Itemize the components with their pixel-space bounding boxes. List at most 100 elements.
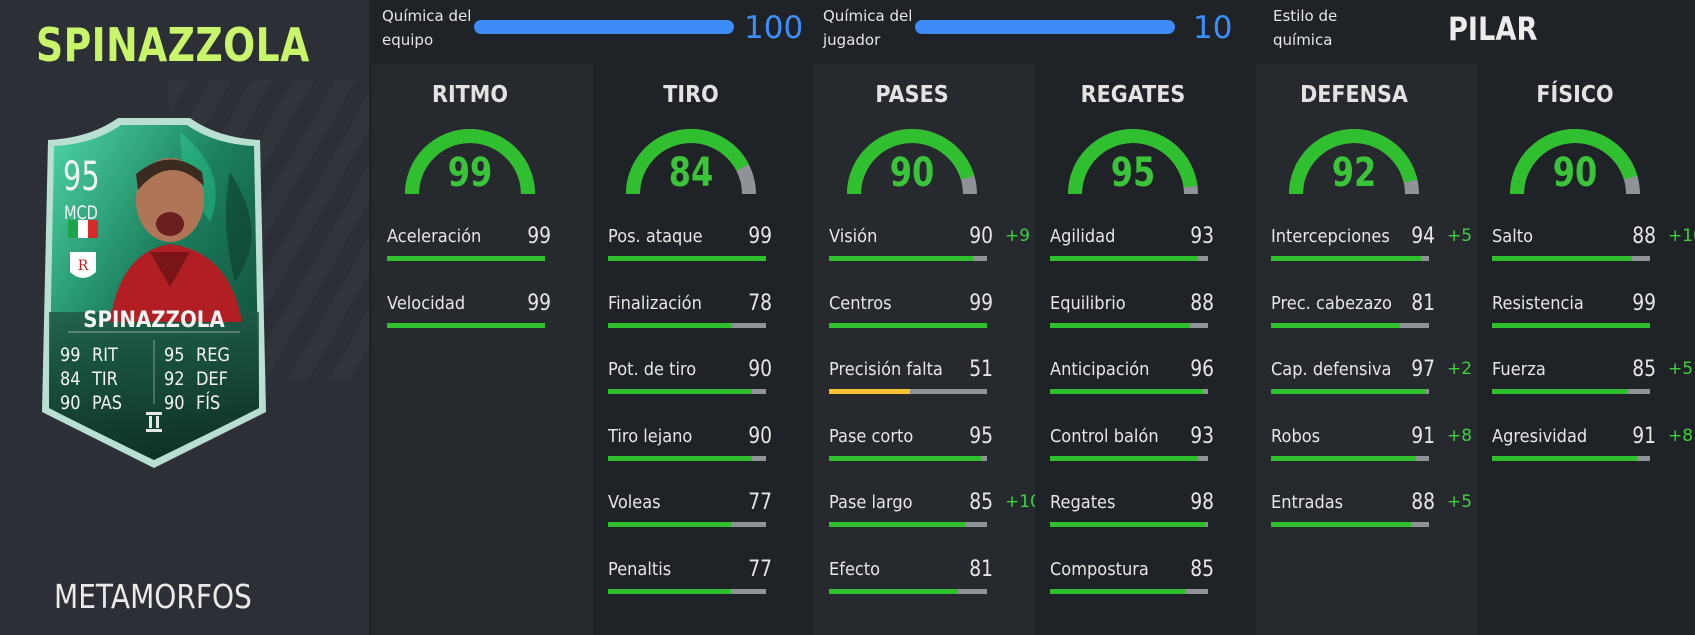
stat-value: 90 <box>969 224 993 249</box>
team-chemistry-label: Química del equipo <box>382 4 472 52</box>
stat-bar <box>608 256 766 261</box>
stat-label: Control balón <box>1050 425 1159 447</box>
stat-value: 99 <box>969 290 993 316</box>
card-attr-value: 95 <box>164 344 185 366</box>
rating-value: 90 <box>1552 150 1598 196</box>
stat-value: 99 <box>527 224 551 249</box>
stat-row: Cap. defensiva 97 +2 <box>1271 357 1472 399</box>
category-title: FÍSICO <box>1536 82 1614 108</box>
stat-bar-fill <box>1050 322 1191 328</box>
stat-bonus: +10 <box>1005 492 1041 512</box>
card-attr-value: 90 <box>60 392 81 414</box>
stat-row: Efecto 81 <box>829 556 999 599</box>
rating-value: 99 <box>447 150 493 196</box>
stat-bar <box>829 588 987 594</box>
player-title: SPINAZZOLA <box>36 18 310 72</box>
stat-bar <box>1271 455 1429 461</box>
stat-column-pases <box>814 64 1035 635</box>
stat-row: Fuerza 85 +5 <box>1492 357 1693 399</box>
stat-bar-fill <box>829 455 981 461</box>
stat-bar <box>608 322 766 328</box>
stat-bar <box>829 522 987 527</box>
stat-value: 88 <box>1411 490 1435 515</box>
stat-bar-fill <box>608 322 733 328</box>
stat-label: Fuerza <box>1492 359 1546 380</box>
stat-label: Tiro lejano <box>608 425 693 447</box>
stat-bar <box>1271 389 1429 394</box>
team-chemistry-bar <box>474 20 734 34</box>
stat-label: Cap. defensiva <box>1271 359 1392 380</box>
stat-label: Pos. ataque <box>608 226 703 247</box>
rating-value: 92 <box>1331 150 1377 196</box>
stat-label: Aceleración <box>387 226 482 247</box>
stat-label: Voleas <box>608 492 661 513</box>
card-attr-label: TIR <box>92 368 118 390</box>
rating-gauge <box>405 129 535 195</box>
stat-bar-fill <box>1050 588 1186 594</box>
stat-bar <box>1050 455 1208 461</box>
stat-value: 77 <box>748 490 772 515</box>
stat-bonus: +8 <box>1447 425 1473 446</box>
svg-text:R: R <box>78 258 89 274</box>
stat-label: Velocidad <box>387 292 466 314</box>
stat-bar <box>1050 389 1208 394</box>
gauge-fill <box>626 129 749 195</box>
stat-value: 97 <box>1411 357 1435 382</box>
stat-label: Visión <box>829 226 878 247</box>
chemistry-style-value[interactable]: PILAR <box>1448 10 1538 48</box>
stat-row: Resistencia 99 <box>1492 291 1662 333</box>
card-category: METAMORFOS <box>54 577 252 616</box>
stat-row: Pos. ataque 99 <box>608 224 778 266</box>
stat-bar <box>829 256 987 261</box>
stat-label: Salto <box>1492 226 1533 247</box>
gauge-fill <box>1510 129 1638 195</box>
stat-value: 88 <box>1190 290 1214 316</box>
stat-column-regates <box>1035 64 1256 635</box>
card-name: SPINAZZOLA <box>83 308 225 333</box>
stat-bar-fill <box>1271 455 1417 461</box>
stat-bar <box>1492 322 1650 328</box>
stat-bar-fill <box>1271 256 1422 261</box>
rating-gauge <box>626 129 756 195</box>
stat-row: Tiro lejano 90 <box>608 424 778 466</box>
stat-bar-fill <box>829 389 911 394</box>
stat-bar <box>608 522 766 527</box>
stat-row: Finalización 78 <box>608 291 778 333</box>
stat-bar-fill <box>1050 455 1199 461</box>
stat-value: 81 <box>1411 290 1435 316</box>
rating-gauge <box>847 129 977 195</box>
stat-label: Compostura <box>1050 558 1149 580</box>
category-title: DEFENSA <box>1300 82 1408 108</box>
stat-bar <box>387 256 545 261</box>
stat-bar-fill <box>1271 389 1426 394</box>
stat-row: Compostura 85 <box>1050 557 1220 599</box>
stat-label: Efecto <box>829 558 881 580</box>
stat-bonus: +10 <box>1668 226 1695 246</box>
stat-bar-fill <box>608 389 752 394</box>
stat-value: 96 <box>1190 357 1214 382</box>
stat-bar-fill <box>608 455 752 461</box>
stat-bar <box>829 322 987 328</box>
card-rating: 95 <box>63 154 100 200</box>
rating-gauge <box>1510 129 1640 195</box>
rating-gauge <box>1068 129 1198 195</box>
stat-row: Anticipación 96 <box>1050 357 1220 399</box>
stat-bar-fill <box>608 522 731 527</box>
stat-row: Robos 91 +8 <box>1271 424 1472 466</box>
stat-value: 81 <box>969 556 993 582</box>
stat-label: Pase corto <box>829 425 914 447</box>
stat-row: Aceleración 99 <box>387 224 557 266</box>
stat-label: Penaltis <box>608 558 672 580</box>
player-card[interactable]: R 95 MCD SPINAZZOLA 99 RIT 84 TIR 90 PAS… <box>30 112 278 472</box>
stat-bar <box>608 455 766 461</box>
stat-row: Penaltis 77 <box>608 557 778 599</box>
gauge-fill <box>1068 129 1198 195</box>
stat-column-ritmo <box>372 64 593 635</box>
stat-label: Pase largo <box>829 492 913 513</box>
stat-value: 93 <box>1190 423 1214 449</box>
stat-column-tiro <box>593 64 814 635</box>
stat-bar-fill <box>1492 455 1638 461</box>
stat-bar <box>1271 322 1429 328</box>
stat-bonus: +5 <box>1447 492 1473 512</box>
stat-bonus: +8 <box>1668 425 1694 446</box>
